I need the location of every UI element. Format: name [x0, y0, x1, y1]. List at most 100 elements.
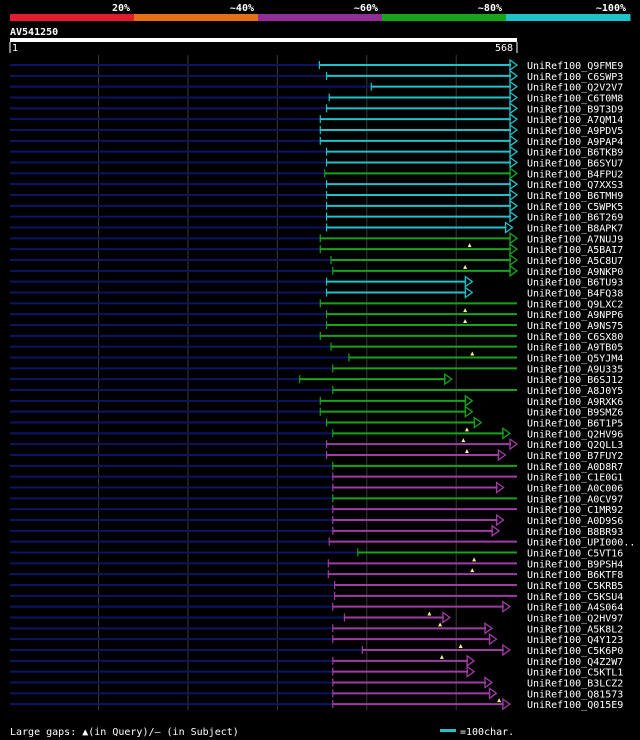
hit-row[interactable]: UniRef100_Q2V2V7	[10, 80, 623, 94]
hit-label[interactable]: UniRef100_A9RXK6	[527, 397, 623, 408]
hit-label[interactable]: UniRef100_Q2V2V7	[527, 83, 623, 94]
hit-row[interactable]: UniRef100_B8APK7	[10, 221, 623, 234]
hit-row[interactable]: UniRef100_B6SJ12	[10, 372, 623, 386]
hit-row[interactable]: UniRef100_B6TMH9	[10, 188, 623, 202]
hit-row[interactable]: UniRef100_C6SWP3	[10, 69, 623, 83]
hit-label[interactable]: UniRef100_B4FPU2	[527, 169, 623, 180]
hit-label[interactable]: UniRef100_C5KTL1	[527, 668, 623, 679]
hit-label[interactable]: UniRef100_Q9LXC2	[527, 299, 623, 310]
hit-row[interactable]: UniRef100_B4FQ38	[10, 286, 623, 299]
hit-row[interactable]: UniRef100_B6SYU7	[10, 156, 623, 169]
hit-label[interactable]: UniRef100_B9T3D9	[527, 104, 623, 115]
hit-label[interactable]: UniRef100_C6T0M8	[527, 93, 623, 104]
hit-row[interactable]: UniRef100_C6T0M8	[10, 91, 623, 104]
hit-label[interactable]: UniRef100_Q4Z2W7	[527, 657, 623, 668]
hit-row[interactable]: UniRef100_A0D9S6	[10, 513, 623, 527]
hit-label[interactable]: UniRef100_C5K6P0	[527, 646, 623, 657]
hit-label[interactable]: UniRef100_B3LCZ2	[527, 678, 623, 689]
hit-label[interactable]: UniRef100_B6T269	[527, 213, 623, 224]
hit-label[interactable]: UniRef100_C6SX80	[527, 332, 623, 343]
hit-row[interactable]: UniRef100_A7NUJ9	[10, 232, 623, 245]
hit-label[interactable]: UniRef100_C5WPK5	[527, 202, 623, 213]
hit-row[interactable]: UniRef100_Q4Z2W7	[10, 654, 623, 668]
hit-label[interactable]: UniRef100_B6TKB9	[527, 148, 623, 159]
hit-label[interactable]: UniRef100_B8APK7	[527, 223, 623, 234]
hit-row[interactable]: UniRef100_B9T3D9	[10, 102, 623, 115]
hit-label[interactable]: UniRef100_C6SWP3	[527, 72, 623, 83]
hit-label[interactable]: UniRef100_B6T1P5	[527, 418, 623, 429]
hit-label[interactable]: UniRef100_B9PSH4	[527, 559, 623, 570]
hit-row[interactable]: UniRef100_C5VT16	[10, 548, 623, 559]
hit-row[interactable]: UniRef100_C5KTL1	[10, 665, 623, 679]
hit-row[interactable]: UniRef100_Q2HV96	[10, 427, 623, 440]
hit-label[interactable]: UniRef100_A7NUJ9	[527, 234, 623, 245]
hit-label[interactable]: UniRef100_C5VT16	[527, 548, 623, 559]
hit-row[interactable]: UniRef100_B6T1P5	[10, 416, 623, 429]
hit-row[interactable]: UniRef100_B6TKB9	[10, 145, 623, 159]
hit-row[interactable]: UniRef100_B6TU93	[10, 275, 623, 289]
hit-label[interactable]: UniRef100_A9PAP4	[527, 137, 623, 148]
hit-label[interactable]: UniRef100_B8BR93	[527, 527, 623, 538]
hit-label[interactable]: UniRef100_C1MR92	[527, 505, 623, 516]
hit-row[interactable]: UniRef100_A9PDV5	[10, 123, 623, 137]
hit-label[interactable]: UniRef100_Q2HV96	[527, 429, 623, 440]
hit-label[interactable]: UniRef100_B9SMZ6	[527, 408, 623, 419]
hit-label[interactable]: UniRef100_A9NPP6	[527, 310, 623, 321]
hit-row[interactable]: UniRef100_Q7XXS3	[10, 177, 623, 191]
hit-row[interactable]: UniRef100_A9NPP6	[10, 308, 623, 321]
hit-row[interactable]: UniRef100_A9PAP4	[10, 134, 623, 148]
hit-row[interactable]: UniRef100_A4S064	[10, 600, 623, 614]
hit-row[interactable]: UniRef100_B6KTF8	[10, 568, 623, 581]
hit-row[interactable]: UniRef100_B9PSH4	[10, 557, 623, 570]
hit-label[interactable]: UniRef100_Q015E9	[527, 700, 623, 711]
hit-row[interactable]: UniRef100_Q9FME9	[10, 58, 623, 72]
hit-label[interactable]: UniRef100_C5KRB5	[527, 581, 623, 592]
hit-row[interactable]: UniRef100_B9SMZ6	[10, 405, 623, 419]
hit-label[interactable]: UniRef100_UPI000..	[527, 538, 635, 549]
hit-row[interactable]: UniRef100_B7FUY2	[10, 448, 623, 462]
hit-row[interactable]: UniRef100_B3LCZ2	[10, 676, 623, 689]
hit-label[interactable]: UniRef100_B4FQ38	[527, 288, 623, 299]
hit-row[interactable]: UniRef100_UPI000..	[10, 537, 635, 549]
hit-label[interactable]: UniRef100_Q5YJM4	[527, 353, 623, 364]
hit-label[interactable]: UniRef100_A9NKP0	[527, 267, 623, 278]
hit-label[interactable]: UniRef100_Q2HV97	[527, 613, 623, 624]
hit-label[interactable]: UniRef100_A0D8R7	[527, 462, 623, 473]
hit-label[interactable]: UniRef100_A0C006	[527, 483, 623, 494]
hit-row[interactable]: UniRef100_A0C006	[10, 481, 623, 494]
hit-row[interactable]: UniRef100_C5K6P0	[10, 643, 623, 657]
hit-label[interactable]: UniRef100_B6SJ12	[527, 375, 623, 386]
hit-row[interactable]: UniRef100_A0CV97	[10, 494, 623, 505]
hit-label[interactable]: UniRef100_Q81573	[527, 689, 623, 700]
hit-row[interactable]: UniRef100_Q015E9	[10, 697, 623, 711]
hit-row[interactable]: UniRef100_Q2HV97	[10, 611, 623, 624]
hit-row[interactable]: UniRef100_C5KRB5	[10, 580, 623, 592]
hit-label[interactable]: UniRef100_B6KTF8	[527, 570, 623, 581]
hit-row[interactable]: UniRef100_A9NS75	[10, 318, 623, 332]
hit-label[interactable]: UniRef100_A9U335	[527, 364, 623, 375]
hit-row[interactable]: UniRef100_A5BAI7	[10, 242, 623, 256]
hit-row[interactable]: UniRef100_A0D8R7	[10, 461, 623, 473]
hit-label[interactable]: UniRef100_A7QM14	[527, 115, 623, 126]
hit-row[interactable]: UniRef100_A9U335	[10, 364, 623, 375]
hit-label[interactable]: UniRef100_Q2QLL3	[527, 440, 623, 451]
hit-row[interactable]: UniRef100_Q9LXC2	[10, 299, 623, 310]
hit-row[interactable]: UniRef100_B6T269	[10, 210, 623, 224]
hit-label[interactable]: UniRef100_B6TU93	[527, 278, 623, 289]
hit-row[interactable]: UniRef100_A5K8L2	[10, 622, 623, 635]
hit-label[interactable]: UniRef100_A0D9S6	[527, 516, 623, 527]
hit-row[interactable]: UniRef100_A8J0Y5	[10, 385, 623, 397]
hit-label[interactable]: UniRef100_B6SYU7	[527, 158, 623, 169]
hit-label[interactable]: UniRef100_A5K8L2	[527, 624, 623, 635]
hit-label[interactable]: UniRef100_Q7XXS3	[527, 180, 623, 191]
hit-label[interactable]: UniRef100_Q9FME9	[527, 61, 623, 72]
hit-row[interactable]: UniRef100_A9NKP0	[10, 264, 623, 278]
hit-row[interactable]: UniRef100_Q5YJM4	[10, 351, 623, 364]
hit-label[interactable]: UniRef100_A9TB05	[527, 343, 623, 354]
hit-label[interactable]: UniRef100_A9PDV5	[527, 126, 623, 137]
hit-row[interactable]: UniRef100_A9RXK6	[10, 394, 623, 408]
hit-row[interactable]: UniRef100_A7QM14	[10, 112, 623, 126]
hit-label[interactable]: UniRef100_A5BAI7	[527, 245, 623, 256]
hit-row[interactable]: UniRef100_C6SX80	[10, 331, 623, 343]
hit-row[interactable]: UniRef100_A9TB05	[10, 342, 623, 354]
